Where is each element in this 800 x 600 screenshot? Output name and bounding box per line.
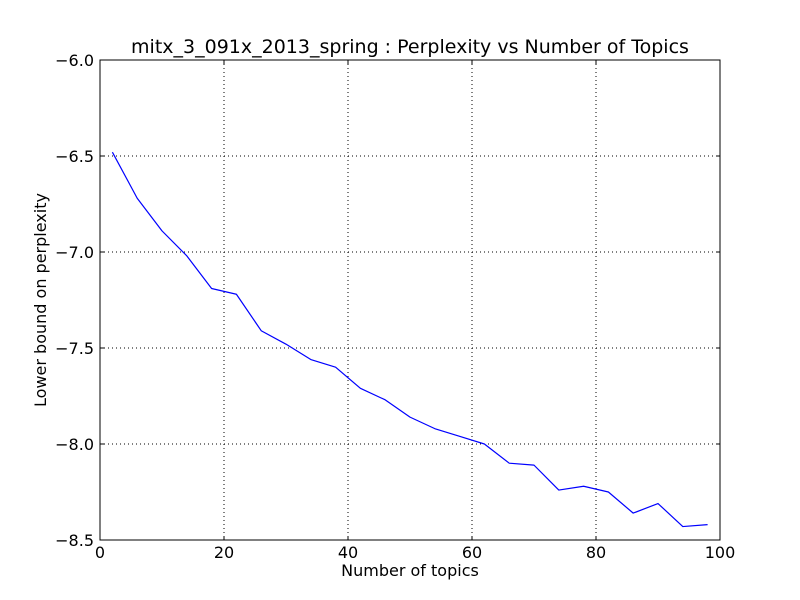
series-layer: [111, 151, 708, 528]
x-tick-label: 40: [338, 543, 358, 562]
x-tick-label: 60: [462, 543, 482, 562]
plot-frame: [99, 59, 721, 541]
x-axis-label: Number of topics: [341, 561, 479, 580]
x-tick-label: 20: [214, 543, 234, 562]
x-tick-label: 80: [586, 543, 606, 562]
y-tick-label: −7.5: [55, 339, 94, 358]
y-tick-label: −6.5: [55, 147, 94, 166]
y-tick-label: −6.0: [55, 51, 94, 70]
chart-title: mitx_3_091x_2013_spring : Perplexity vs …: [131, 36, 689, 58]
y-tick-label: −8.0: [55, 435, 94, 454]
y-tick-labels: −6.0 −6.5 −7.0 −7.5 −8.0 −8.5: [55, 51, 94, 550]
y-tick-label: −8.5: [55, 531, 94, 550]
y-tick-label: −7.0: [55, 243, 94, 262]
tick-marks: [99, 59, 721, 541]
x-tick-labels: 0 20 40 60 80 100: [95, 543, 735, 562]
x-tick-label: 100: [705, 543, 736, 562]
series-line: [111, 151, 708, 528]
y-axis-label: Lower bound on perplexity: [31, 193, 50, 407]
x-tick-label: 0: [95, 543, 105, 562]
plot-area: [100, 60, 720, 540]
